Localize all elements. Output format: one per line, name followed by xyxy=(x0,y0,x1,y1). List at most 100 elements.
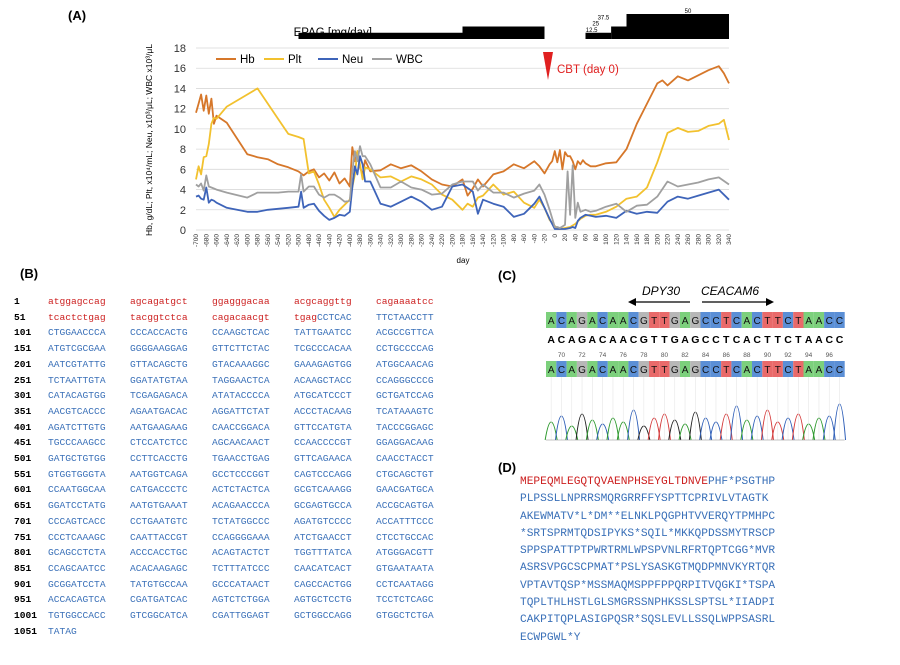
legend-label-neu: Neu xyxy=(342,54,363,66)
sequence-group: ATGCATCCCT xyxy=(294,390,352,402)
base-cell xyxy=(576,312,588,328)
base-letter: C xyxy=(558,316,565,327)
position-label: 86 xyxy=(723,352,731,359)
dpy30-label: DPY30 xyxy=(642,284,680,298)
sequence-position: 401 xyxy=(14,421,32,433)
position-label: 92 xyxy=(784,352,792,359)
chart-grid xyxy=(196,47,729,231)
protein-line: *SRTSPRMTQDSIPYKS*SQIL*MKKQPDSSMYTRSCP xyxy=(520,527,776,540)
sequence-group: ACCACAGTCA xyxy=(48,594,106,606)
base-cell xyxy=(782,312,794,328)
sequence-group: tcactctgag xyxy=(48,311,106,323)
base-letter: C xyxy=(599,365,606,376)
legend-label-wbc: WBC xyxy=(396,54,423,66)
base-letter: A xyxy=(805,316,812,327)
base-letter: T xyxy=(661,334,668,346)
base-cell xyxy=(762,361,773,377)
sequence-row: 901 GCGGATCCTA TATGTGCCAA GCCCATAACT CAGCCAC… xyxy=(14,577,458,593)
sequence-group: ACCGCAGTGA xyxy=(376,500,434,512)
base-letter: C xyxy=(599,334,607,346)
y-tick-label: 12 xyxy=(174,104,186,116)
epag-dose-label: 50 xyxy=(685,9,692,15)
sequence-position: 701 xyxy=(14,515,32,527)
x-tick-label: 220 xyxy=(665,234,672,245)
sequence-position: 101 xyxy=(14,327,32,339)
base-cell xyxy=(741,361,752,377)
sequence-row: 451 TGCCCAAGCC CTCCATCTCC AGCAACAACT CCAACCC… xyxy=(14,435,458,451)
legend-label-plt: Plt xyxy=(288,54,302,66)
sequence-group: GCTGGCCAGG xyxy=(294,610,352,622)
x-tick-label: -700 xyxy=(193,234,200,247)
x-tick-label: 200 xyxy=(654,234,661,245)
base-cell xyxy=(566,312,577,328)
base-letter: A xyxy=(548,316,555,327)
sequence-group: AGTCTCTGGA xyxy=(212,594,270,606)
sequence-position: 301 xyxy=(14,390,32,402)
x-tick-label: 160 xyxy=(634,234,641,245)
position-label: 72 xyxy=(578,352,586,359)
sequence-group: CTCCATCTCC xyxy=(130,437,188,449)
y-tick-label: 2 xyxy=(180,205,186,217)
position-label: 74 xyxy=(599,352,607,359)
sequence-group: GGAGGACAAG xyxy=(376,437,434,449)
base-cell xyxy=(690,312,701,328)
sequence-group: GAACGATGCA xyxy=(376,484,434,496)
base-cell xyxy=(731,361,742,377)
sequence-group: GCGTCAAAGG xyxy=(294,484,352,496)
sequence-row: 151 ATGTCGCGAA GGGGAAGGAG GTTCTTCTAC TCGCCCA… xyxy=(14,341,458,357)
x-tick-label: -280 xyxy=(408,234,415,247)
sequence-group: cagacaacgt xyxy=(212,311,270,323)
x-tick-label: -160 xyxy=(470,234,477,247)
base-letter: G xyxy=(640,334,648,346)
y-axis-label: Hb, g/dL; Plt, x10⁴/mL; Neu, x10³/μL; WB… xyxy=(144,44,154,236)
x-tick-label: -60 xyxy=(521,234,528,244)
base-letter: C xyxy=(754,365,761,376)
x-tick-label: -260 xyxy=(419,234,426,247)
base-cell xyxy=(690,361,701,377)
sequence-group: ACACAAGAGC xyxy=(130,562,188,574)
base-cell xyxy=(721,361,732,377)
base-cell xyxy=(638,312,649,328)
base-letter: A xyxy=(743,334,751,346)
base-cell xyxy=(587,361,598,377)
sequence-group: CGATGATCAC xyxy=(130,594,188,606)
base-letter: C xyxy=(754,316,761,327)
sequence-group: ATGGGACGTT xyxy=(376,547,434,559)
base-cell xyxy=(587,312,598,328)
sequence-position: 351 xyxy=(14,405,32,417)
base-letter: A xyxy=(816,316,823,327)
sequence-group: CAACCGGACA xyxy=(212,421,270,433)
sequence-group: TGGTTTATCA xyxy=(294,547,352,559)
base-letter: A xyxy=(744,316,751,327)
protein-line: TQPLTHLHSTLGLSMGRSSNPHKSSLSPTSL*IIADPI xyxy=(520,597,776,610)
sequence-position: 651 xyxy=(14,500,32,512)
position-label: 78 xyxy=(640,352,648,359)
sequence-group: ACTCTACTCA xyxy=(212,484,270,496)
sequence-group: agcagatgct xyxy=(130,296,188,307)
base-cell xyxy=(752,361,763,377)
position-label: 90 xyxy=(764,352,772,359)
base-letter: A xyxy=(568,316,575,327)
x-tick-label: -620 xyxy=(234,234,241,247)
series-line-neu xyxy=(195,155,730,230)
sequence-group: TCCTCTCAGC xyxy=(376,594,434,606)
base-letter: T xyxy=(795,365,801,376)
base-letter: G xyxy=(691,334,699,346)
sequence-row: 601 CCAATGGCAA CATGACCCTC ACTCTACTCA GCGTCAA… xyxy=(14,482,458,498)
base-letter: A xyxy=(568,334,576,346)
position-label: 70 xyxy=(558,352,566,359)
base-letter: A xyxy=(568,365,575,376)
x-tick-label: 100 xyxy=(603,234,610,245)
epag-label: EPAG [mg/day] xyxy=(294,27,372,39)
base-letter: G xyxy=(640,365,648,376)
sequence-group: ATCTGAACCT xyxy=(294,531,352,543)
sequence-group: tgagCCTCAC xyxy=(294,311,352,323)
epag-dose-bar xyxy=(611,26,627,39)
panel-label-a: (A) xyxy=(68,8,87,23)
sequence-group: CCAATGGCAA xyxy=(48,484,106,496)
base-cell xyxy=(566,361,577,377)
x-tick-label: -320 xyxy=(388,234,395,247)
base-cell xyxy=(659,312,670,328)
